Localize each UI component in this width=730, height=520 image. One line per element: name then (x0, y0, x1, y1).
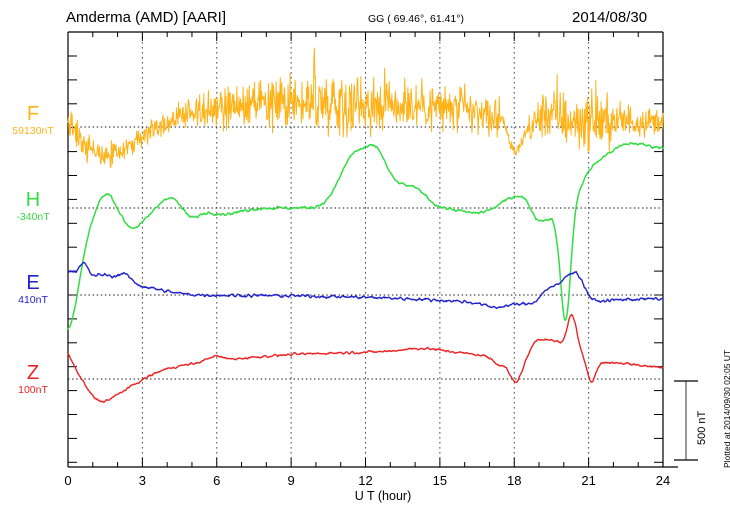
component-baseline-e: 410nT (18, 294, 48, 306)
component-label-h: H -340nT (0, 190, 66, 224)
component-symbol-f: F (26, 103, 40, 125)
page-title: Amderma (AMD) [AARI] (66, 9, 227, 26)
svg-text:0: 0 (64, 473, 71, 488)
svg-text:15: 15 (433, 473, 447, 488)
x-gridlines (141, 32, 590, 467)
x-axis-tick-labels: 0 3 6 9 12 15 18 21 24 (64, 473, 670, 488)
svg-text:3: 3 (139, 473, 146, 488)
svg-text:6: 6 (213, 473, 220, 488)
component-label-f: F 59130nT (0, 104, 66, 138)
component-traces (67, 47, 664, 403)
component-symbol-e: E (26, 272, 40, 294)
x-axis-ticks (67, 32, 664, 467)
component-baseline-f: 59130nT (12, 125, 54, 137)
svg-text:9: 9 (288, 473, 295, 488)
svg-text:12: 12 (358, 473, 372, 488)
svg-text:24: 24 (656, 473, 670, 488)
component-baseline-h: -340nT (16, 211, 50, 223)
component-baseline-z: 100nT (18, 384, 48, 396)
component-label-z: Z 100nT (0, 363, 66, 397)
component-symbol-z: Z (26, 362, 40, 384)
svg-text:21: 21 (581, 473, 595, 488)
svg-text:18: 18 (507, 473, 521, 488)
trace-h (67, 142, 664, 330)
scale-bar-label: 500 nT (696, 410, 708, 445)
trace-z (67, 313, 664, 403)
x-axis-title: U T (hour) (354, 489, 412, 503)
scale-bar (674, 380, 698, 461)
component-label-e: E 410nT (0, 273, 66, 307)
trace-e (67, 261, 664, 310)
plotted-timestamp: Plotted at 2014/09/30 02:05 UT (722, 349, 730, 468)
component-symbol-h: H (25, 189, 41, 211)
observation-date: 2014/08/30 (572, 9, 648, 26)
trace-f (67, 47, 664, 169)
station-coordinates: GG ( 69.46°, 61.41°) (368, 13, 464, 25)
